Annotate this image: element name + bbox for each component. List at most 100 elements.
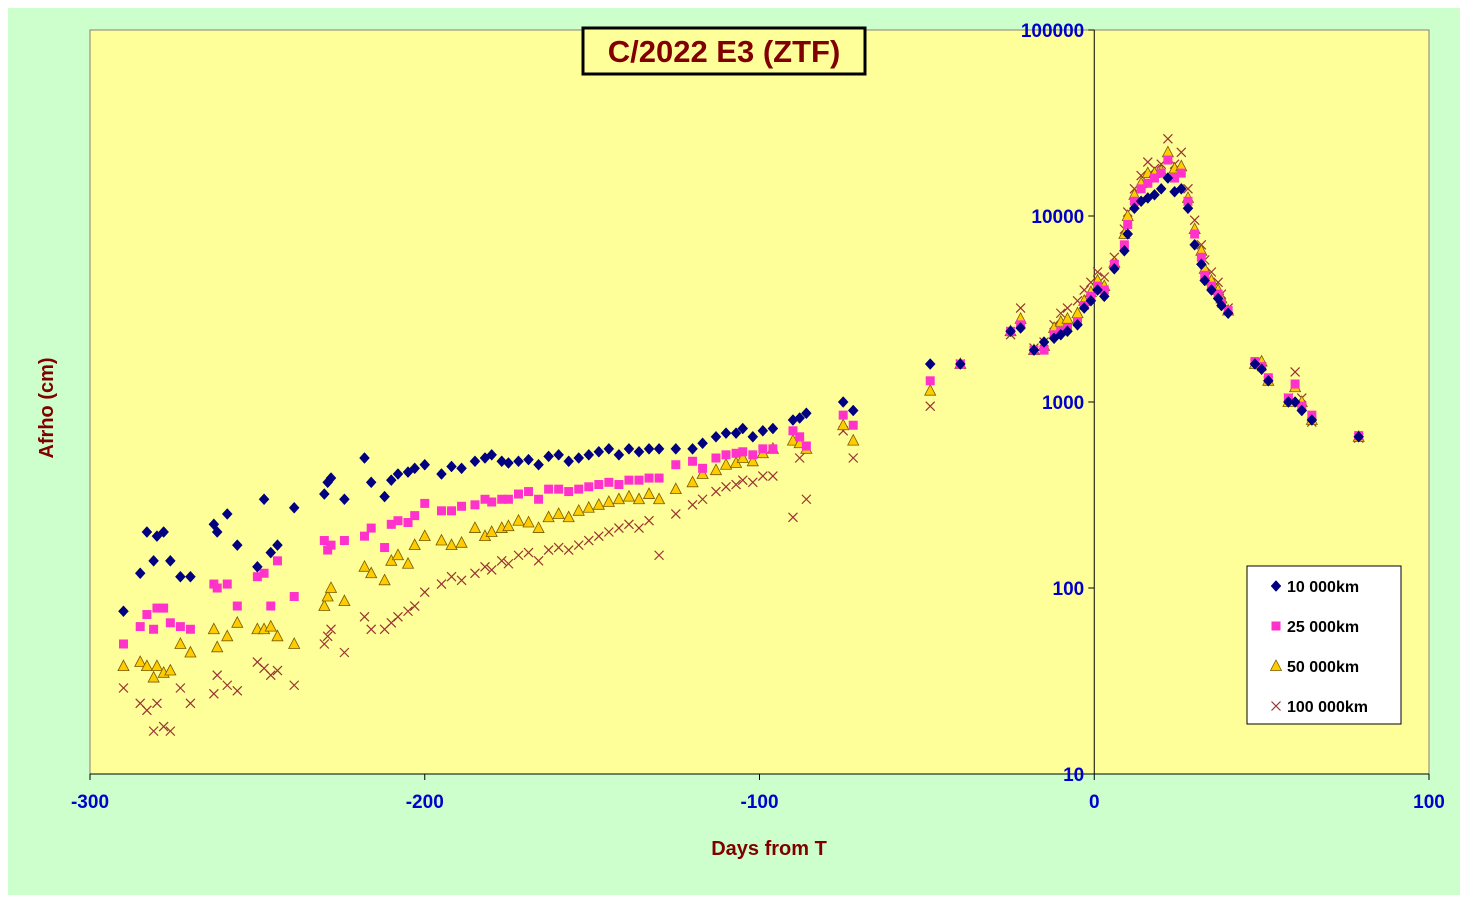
data-point <box>1156 168 1166 178</box>
data-point <box>502 519 515 532</box>
data-point <box>410 511 420 521</box>
data-point <box>746 454 759 467</box>
title-box-frame <box>581 26 867 76</box>
data-point <box>687 499 698 510</box>
data-point <box>624 475 634 485</box>
data-point <box>258 493 270 506</box>
data-point <box>409 601 420 611</box>
data-point <box>1078 302 1090 314</box>
data-point <box>150 659 164 672</box>
data-point <box>152 698 162 709</box>
data-point <box>737 475 748 486</box>
data-point <box>455 535 468 548</box>
plot-area <box>89 29 1430 775</box>
data-point <box>593 445 605 458</box>
data-point <box>1039 345 1049 355</box>
data-point <box>709 463 723 476</box>
data-point <box>339 536 349 546</box>
data-point <box>583 535 594 546</box>
data-point <box>1143 178 1153 188</box>
data-point <box>447 506 457 516</box>
data-point <box>632 492 646 505</box>
legend-label: 100 000km <box>1287 699 1368 716</box>
data-point <box>1183 183 1193 194</box>
data-point <box>924 383 937 396</box>
data-point <box>696 467 709 479</box>
data-point <box>603 442 615 455</box>
data-point <box>480 561 490 572</box>
data-point <box>644 473 654 483</box>
data-point <box>408 538 421 551</box>
x-tick-label: -300 <box>71 792 109 813</box>
data-point <box>385 474 397 487</box>
data-point <box>148 554 159 567</box>
data-point <box>686 475 699 488</box>
x-axis-label: Days from T <box>711 838 827 860</box>
data-point <box>1196 252 1206 262</box>
data-point <box>1085 294 1097 307</box>
data-point <box>522 515 535 528</box>
data-point <box>496 555 507 566</box>
data-point <box>593 531 604 542</box>
data-point <box>757 471 768 481</box>
data-point <box>737 422 749 435</box>
x-tick-label: 100 <box>1413 792 1445 813</box>
data-point <box>553 448 564 461</box>
data-point <box>604 477 614 487</box>
data-point <box>513 455 524 468</box>
data-point <box>323 545 333 555</box>
data-point <box>265 670 276 681</box>
data-point <box>231 615 244 628</box>
data-point <box>1015 303 1026 313</box>
data-point <box>118 639 128 649</box>
data-point <box>446 460 457 473</box>
data-point <box>1163 155 1173 165</box>
data-point <box>480 494 490 504</box>
data-point <box>147 670 160 683</box>
data-point <box>513 550 524 561</box>
legend-marker <box>1270 580 1282 592</box>
data-point <box>612 492 626 505</box>
data-point <box>231 539 243 552</box>
axes: -300 -200 -100 0 100 10 100 1000 10000 100000 <box>71 21 1445 813</box>
data-point <box>1249 358 1261 370</box>
data-point <box>1038 336 1050 348</box>
data-point <box>925 401 936 412</box>
legend-label: 10 000km <box>1287 579 1359 596</box>
data-point <box>582 500 595 513</box>
data-point <box>185 624 195 634</box>
y-tick-label: 10 <box>1063 765 1084 786</box>
data-point <box>1189 215 1200 226</box>
data-point <box>801 494 812 505</box>
data-point <box>653 442 665 455</box>
data-point <box>794 412 806 424</box>
data-point <box>524 487 534 497</box>
data-point <box>613 523 624 533</box>
data-point <box>564 487 574 497</box>
data-point <box>670 442 682 455</box>
data-point <box>339 647 350 658</box>
data-point <box>801 407 812 420</box>
data-point <box>319 639 330 649</box>
data-point <box>711 486 721 497</box>
data-point <box>1296 404 1308 417</box>
data-point <box>1170 173 1180 183</box>
data-point <box>1183 196 1193 206</box>
data-point <box>1062 303 1073 313</box>
data-point <box>1108 262 1120 275</box>
data-point <box>614 480 624 490</box>
data-point <box>1005 325 1016 338</box>
data-point <box>1136 184 1146 194</box>
data-point <box>325 472 337 484</box>
data-point <box>158 721 169 732</box>
data-point <box>339 493 350 506</box>
data-point <box>436 579 447 589</box>
legend: 10 000km 25 000km 50 000km 100 000km <box>1246 565 1402 725</box>
data-point <box>1289 396 1301 408</box>
data-point <box>574 484 584 494</box>
data-point <box>174 637 187 649</box>
data-point <box>1155 182 1167 195</box>
data-point <box>264 619 277 632</box>
data-point <box>321 589 334 602</box>
